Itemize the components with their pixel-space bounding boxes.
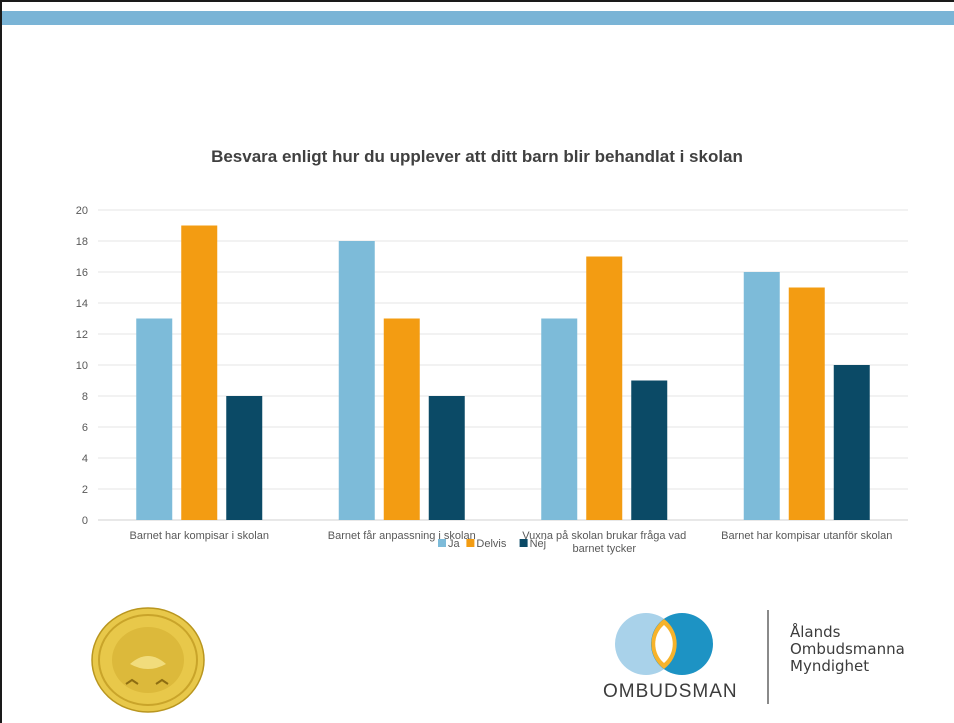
x-tick-label: Vuxna på skolan brukar fråga vad barnet t… <box>522 530 686 555</box>
bar-chart: 0 2 4 6 8 10 12 14 16 18 20 Barnet har kompisar i s… <box>76 205 908 555</box>
y-tick-label: 10 <box>76 360 88 372</box>
y-tick-label: 4 <box>82 453 88 465</box>
legend-swatch-ja <box>438 539 446 547</box>
ombudsman-circles-icon <box>615 613 713 675</box>
legend-swatch-nej <box>519 539 528 547</box>
legend-label-nej: Nej <box>530 538 547 550</box>
y-tick-label: 16 <box>76 267 88 279</box>
bar-nej <box>631 380 668 520</box>
y-tick-label: 20 <box>76 205 88 217</box>
bar-ja <box>136 318 173 520</box>
gold-seal-icon <box>91 607 205 713</box>
bar-delvis <box>788 287 825 520</box>
x-tick-label: Barnet har kompisar utanför skolan <box>721 530 892 542</box>
legend-swatch-delvis <box>466 539 475 547</box>
y-tick-label: 0 <box>82 515 88 527</box>
x-tick-label: Barnet har kompisar i skolan <box>130 530 269 542</box>
logo-divider <box>767 610 769 704</box>
org-line-2: Ombudsmanna <box>790 640 905 658</box>
y-tick-label: 14 <box>76 298 88 310</box>
ombudsman-wordmark: OMBUDSMAN <box>603 681 738 702</box>
y-tick-label: 8 <box>82 391 88 403</box>
top-band <box>2 11 954 25</box>
y-tick-label: 6 <box>82 422 88 434</box>
legend-label-ja: Ja <box>448 538 461 550</box>
bar-ja <box>743 272 780 520</box>
bar-ja <box>338 241 375 520</box>
legend-label-delvis: Delvis <box>476 538 506 550</box>
y-tick-label: 18 <box>76 236 88 248</box>
y-tick-label: 12 <box>76 329 88 341</box>
org-line-3: Myndighet <box>790 657 870 675</box>
bar-delvis <box>383 318 420 520</box>
org-line-1: Ålands <box>790 623 841 641</box>
bar-delvis <box>586 256 623 520</box>
bar-nej <box>428 396 465 520</box>
bar-nej <box>226 396 263 520</box>
chart-title: Besvara enligt hur du upplever att ditt … <box>211 147 743 166</box>
bar-ja <box>541 318 578 520</box>
bar-delvis <box>181 225 218 520</box>
top-edge <box>2 2 954 11</box>
organization-name: Ålands Ombudsmanna Myndighet <box>790 624 905 675</box>
y-tick-label: 2 <box>82 484 88 496</box>
bar-nej <box>833 365 870 520</box>
